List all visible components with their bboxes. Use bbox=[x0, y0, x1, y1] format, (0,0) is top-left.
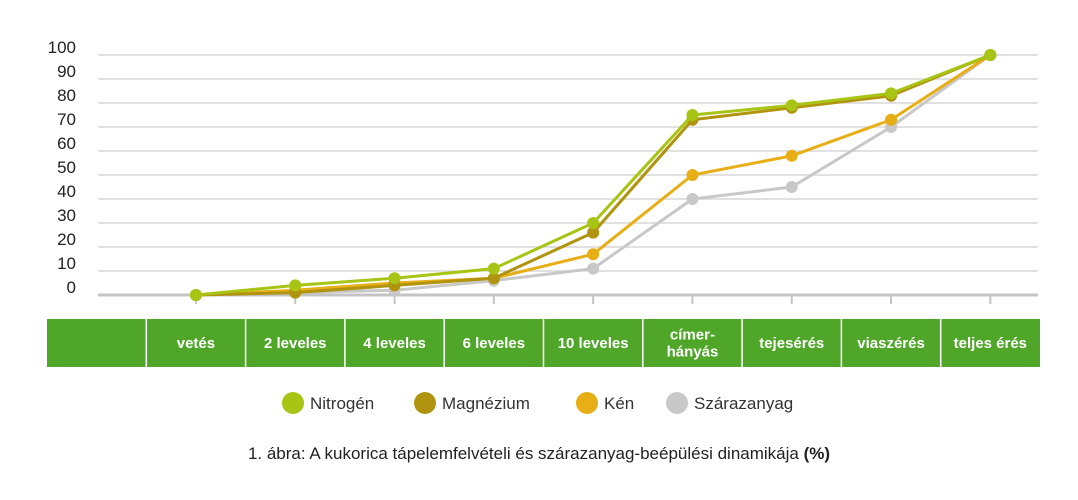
legend-label: Kén bbox=[604, 394, 634, 413]
category-band: vetés 2 leveles 4 leveles 6 leveles 10 level… bbox=[47, 319, 1040, 367]
category-label: vetés bbox=[177, 335, 215, 352]
data-point-nitrogen bbox=[388, 272, 401, 285]
legend-marker bbox=[282, 392, 304, 414]
y-tick-label: 60 bbox=[57, 134, 76, 153]
x-axis bbox=[98, 293, 1038, 304]
data-point-magnezium bbox=[487, 272, 500, 285]
legend-label: Nitrogén bbox=[310, 394, 374, 413]
data-point-nitrogen bbox=[587, 217, 600, 229]
category-label: címer-hányás bbox=[667, 327, 719, 361]
category-label: 10 leveles bbox=[558, 335, 629, 352]
legend-marker bbox=[414, 392, 436, 414]
legend: Nitrogén Magnézium Kén Szárazanyag bbox=[282, 392, 793, 414]
data-point-magnezium bbox=[587, 226, 600, 239]
y-tick-label: 90 bbox=[57, 62, 76, 81]
data-point-ken bbox=[785, 149, 798, 162]
legend-label: Szárazanyag bbox=[694, 394, 793, 413]
legend-marker bbox=[576, 392, 598, 414]
category-label: 4 leveles bbox=[363, 335, 426, 352]
y-tick-label: 0 bbox=[67, 278, 76, 297]
y-tick-label: 70 bbox=[57, 110, 76, 129]
y-tick-label: 40 bbox=[57, 182, 76, 201]
y-tick-label: 80 bbox=[57, 86, 76, 105]
data-point-szarazanyag bbox=[686, 193, 699, 205]
category-label: teljes érés bbox=[954, 335, 1027, 352]
legend-label: Magnézium bbox=[442, 394, 530, 413]
series-lines bbox=[189, 49, 997, 301]
figure-caption: 1. ábra: A kukorica tápelemfelvételi és … bbox=[0, 444, 1078, 464]
legend-marker bbox=[666, 392, 688, 414]
category-label: 6 leveles bbox=[463, 335, 526, 352]
category-label: 2 leveles bbox=[264, 335, 327, 352]
y-tick-label: 30 bbox=[57, 206, 76, 225]
data-point-nitrogen bbox=[289, 279, 302, 292]
caption-unit: (%) bbox=[803, 444, 831, 463]
data-point-nitrogen bbox=[686, 109, 699, 121]
data-point-szarazanyag bbox=[785, 181, 798, 193]
data-point-ken bbox=[587, 248, 600, 261]
y-tick-label: 50 bbox=[57, 158, 76, 177]
data-point-nitrogen bbox=[885, 87, 898, 100]
y-axis-tick-labels: 0 10 20 30 40 50 60 70 80 90 100 bbox=[48, 38, 76, 297]
data-point-szarazanyag bbox=[587, 262, 600, 275]
data-point-nitrogen bbox=[189, 289, 202, 301]
y-tick-label: 20 bbox=[57, 230, 76, 249]
y-tick-label: 100 bbox=[48, 38, 76, 57]
grid-lines bbox=[98, 54, 1038, 272]
data-point-ken bbox=[686, 169, 699, 181]
data-point-nitrogen bbox=[984, 49, 997, 61]
y-tick-label: 10 bbox=[57, 254, 76, 273]
caption-text: 1. ábra: A kukorica tápelemfelvételi és … bbox=[247, 444, 799, 463]
category-label: tejesérés bbox=[759, 335, 824, 352]
category-label: viaszérés bbox=[857, 335, 925, 352]
data-point-nitrogen bbox=[785, 99, 798, 112]
data-point-nitrogen bbox=[487, 262, 500, 275]
data-point-ken bbox=[885, 113, 898, 126]
